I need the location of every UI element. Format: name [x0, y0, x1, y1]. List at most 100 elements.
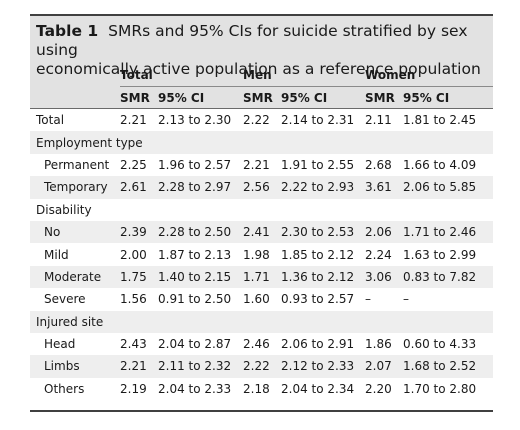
- row-label: No: [30, 220, 120, 244]
- row-label: Permanent: [44, 157, 110, 172]
- title-line-1: SMRs and 95% CIs for suicide stratified …: [36, 22, 468, 59]
- cell-ci-total: 2.04 to 2.33: [158, 381, 232, 396]
- subheader-ci-total: 95% CI: [158, 86, 244, 109]
- subheader-smr-men: SMR: [243, 86, 282, 109]
- table-row: Others 2.19 2.04 to 2.33 2.18 2.04 to 2.34 2.…: [30, 378, 493, 400]
- cell-ci-men: 2.12 to 2.33: [281, 355, 366, 378]
- table-caption: Table 1 SMRs and 95% CIs for suicide stra…: [30, 16, 493, 78]
- cell-ci-men: 1.91 to 2.55: [281, 157, 355, 172]
- cell-ci-men: 1.36 to 2.12: [281, 265, 366, 289]
- section-label: Employment type: [30, 131, 494, 154]
- cell-smr-women: 3.06: [365, 265, 404, 289]
- cell-smr-men: 1.71: [243, 265, 282, 289]
- table-row: Mild 2.00 1.87 to 2.13 1.98 1.85 to 2.12 2.24…: [30, 243, 493, 265]
- table-row: Temporary 2.61 2.28 to 2.97 2.56 2.22 to 2.9…: [30, 176, 494, 199]
- group-header-row: Total Men Women: [30, 64, 494, 87]
- section-row: Disability: [30, 199, 493, 221]
- cell-ci-men: 0.93 to 2.57: [281, 292, 355, 307]
- table-row: Head 2.43 2.04 to 2.87 2.46 2.06 to 2.91 1.86…: [30, 333, 493, 355]
- cell-smr-women: 2.24: [365, 247, 392, 262]
- sub-header-row: SMR 95% CI SMR 95% CI SMR 95% CI: [30, 86, 494, 109]
- header-blank: [30, 86, 120, 109]
- group-header-men: Men: [243, 64, 366, 87]
- cell-smr-men: 1.98: [243, 247, 270, 262]
- row-label: Moderate: [30, 265, 120, 289]
- subheader-smr-total: SMR: [120, 86, 158, 109]
- cell-smr-women: –: [365, 292, 372, 307]
- cell-smr-women: 2.07: [365, 355, 404, 378]
- cell-smr-men: 2.22: [243, 113, 270, 128]
- table-row: Permanent 2.25 1.96 to 2.57 2.21 1.91 to 2.5…: [30, 154, 493, 176]
- table-row: Severe 1.56 0.91 to 2.50 1.60 0.93 to 2.57– –: [30, 288, 493, 310]
- table-row: Total 2.21 2.13 to 2.30 2.22 2.14 to 2.31 2.1…: [30, 109, 493, 132]
- row-label: Severe: [44, 292, 86, 307]
- cell-ci-women: 2.06 to 5.85: [403, 176, 494, 199]
- subheader-ci-women: 95% CI: [403, 86, 494, 109]
- cell-ci-men: 2.30 to 2.53: [281, 220, 366, 244]
- row-label: Mild: [44, 247, 69, 262]
- row-label: Others: [44, 381, 85, 396]
- section-row: Employment type: [30, 131, 494, 154]
- table-row: No 2.39 2.28 to 2.50 2.41 2.30 to 2.53 2.06 1.…: [30, 220, 494, 244]
- group-header-total: Total: [120, 64, 244, 87]
- cell-smr-women: 2.06: [365, 220, 404, 244]
- cell-ci-total: 2.28 to 2.50: [158, 220, 244, 244]
- cell-smr-men: 1.60: [243, 292, 270, 307]
- row-label: Total: [36, 113, 65, 128]
- table-row: Moderate 1.75 1.40 to 2.15 1.71 1.36 to 2.12…: [30, 265, 494, 289]
- cell-smr-men: 2.56: [243, 176, 282, 199]
- cell-smr-total: 2.21: [120, 113, 147, 128]
- cell-smr-total: 2.00: [120, 247, 147, 262]
- cell-ci-total: 1.96 to 2.57: [158, 157, 232, 172]
- cell-ci-men: 2.04 to 2.34: [281, 381, 355, 396]
- cell-smr-total: 2.19: [120, 381, 147, 396]
- cell-ci-women: 1.63 to 2.99: [403, 247, 477, 262]
- cell-smr-men: 2.18: [243, 381, 270, 396]
- section-row: Injured site: [30, 310, 494, 333]
- cell-ci-women: 1.81 to 2.45: [403, 113, 477, 128]
- cell-ci-women: –: [403, 292, 410, 307]
- cell-smr-total: 2.43: [120, 337, 147, 352]
- section-label: Disability: [36, 202, 92, 217]
- section-label: Injured site: [30, 310, 494, 333]
- row-label: Temporary: [30, 176, 120, 199]
- cell-ci-total: 1.87 to 2.13: [158, 247, 232, 262]
- cell-smr-women: 3.61: [365, 176, 404, 199]
- cell-smr-total: 2.61: [120, 176, 158, 199]
- cell-smr-total: 2.25: [120, 157, 147, 172]
- subheader-smr-women: SMR: [365, 86, 404, 109]
- smr-table: Total Men Women SMR 95% CI SMR 95% CI SM…: [30, 64, 494, 400]
- cell-ci-men: 2.14 to 2.31: [281, 113, 355, 128]
- cell-ci-men: 2.06 to 2.91: [281, 337, 355, 352]
- table-number: Table 1: [36, 22, 99, 40]
- cell-smr-total: 1.56: [120, 292, 147, 307]
- cell-ci-women: 1.68 to 2.52: [403, 355, 494, 378]
- group-header-women: Women: [365, 64, 494, 87]
- cell-ci-women: 1.66 to 4.09: [403, 157, 477, 172]
- cell-ci-total: 2.13 to 2.30: [158, 113, 232, 128]
- table-row: Limbs 2.21 2.11 to 2.32 2.22 2.12 to 2.33 2.0…: [30, 355, 494, 378]
- cell-ci-women: 0.60 to 4.33: [403, 337, 477, 352]
- cell-smr-total: 1.75: [120, 265, 158, 289]
- cell-ci-total: 2.11 to 2.32: [158, 355, 244, 378]
- cell-smr-men: 2.22: [243, 355, 282, 378]
- cell-smr-men: 2.46: [243, 337, 270, 352]
- cell-ci-men: 2.22 to 2.93: [281, 176, 366, 199]
- cell-ci-men: 1.85 to 2.12: [281, 247, 355, 262]
- table-frame: Table 1 SMRs and 95% CIs for suicide stra…: [30, 14, 494, 412]
- cell-smr-men: 2.41: [243, 220, 282, 244]
- cell-ci-women: 1.71 to 2.46: [403, 220, 494, 244]
- cell-ci-women: 0.83 to 7.82: [403, 265, 494, 289]
- cell-smr-women: 2.11: [365, 113, 392, 128]
- cell-ci-total: 0.91 to 2.50: [158, 292, 232, 307]
- subheader-ci-men: 95% CI: [281, 86, 366, 109]
- cell-ci-total: 1.40 to 2.15: [158, 265, 244, 289]
- cell-smr-women: 2.20: [365, 381, 392, 396]
- cell-ci-total: 2.28 to 2.97: [158, 176, 244, 199]
- cell-smr-men: 2.21: [243, 157, 270, 172]
- cell-ci-women: 1.70 to 2.80: [403, 381, 477, 396]
- header-blank: [30, 64, 120, 87]
- cell-smr-total: 2.39: [120, 220, 158, 244]
- row-label: Limbs: [30, 355, 120, 378]
- cell-smr-women: 2.68: [365, 157, 392, 172]
